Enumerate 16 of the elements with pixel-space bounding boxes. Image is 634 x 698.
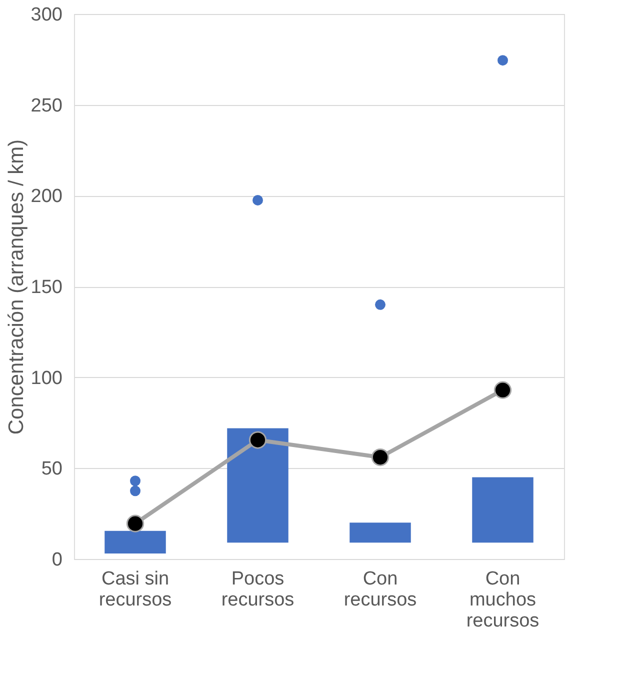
- y-tick-label: 250: [30, 95, 62, 116]
- bar: [350, 522, 411, 543]
- x-tick-label: Con recursos: [344, 568, 417, 610]
- y-tick-label: 300: [30, 4, 62, 26]
- y-tick-label: 50: [41, 458, 62, 480]
- x-tick-label: Casi sin recursos: [98, 568, 172, 610]
- y-tick-label: 150: [30, 277, 62, 298]
- bar: [104, 530, 166, 554]
- bar: [472, 477, 534, 543]
- y-axis-title: Concentración (arranques / km): [4, 139, 28, 435]
- y-tick-label: 200: [30, 186, 62, 208]
- x-tick-label: Con muchos recursos: [466, 568, 540, 632]
- y-tick-label: 0: [52, 550, 62, 570]
- bar: [227, 428, 288, 543]
- x-tick-label: Pocos recursos: [221, 568, 294, 610]
- y-tick-label: 100: [30, 368, 62, 389]
